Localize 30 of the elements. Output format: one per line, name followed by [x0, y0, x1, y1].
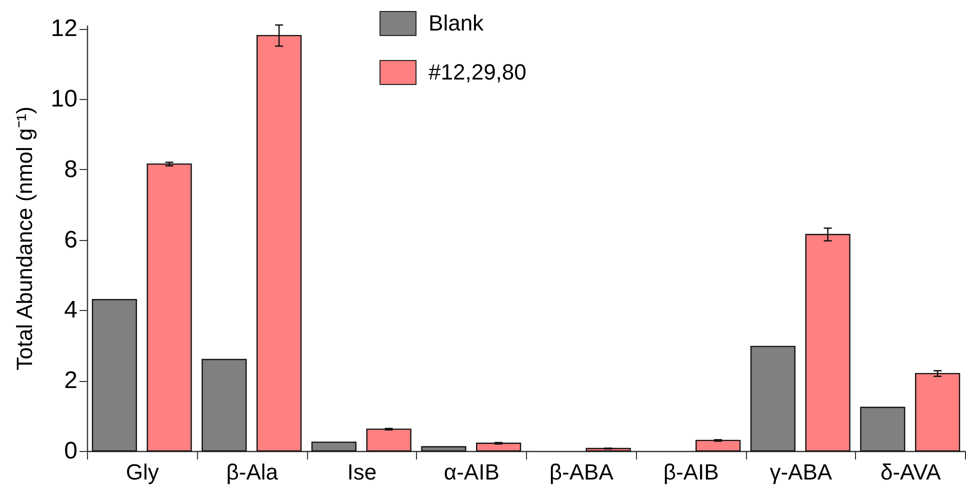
y-tick-label: 4 [64, 296, 78, 324]
bar [586, 448, 631, 452]
y-tick-label: 2 [64, 367, 78, 394]
legend-label: #12,29,80 [428, 60, 526, 84]
bar [860, 406, 906, 452]
x-tick-label: β-AIB [663, 460, 719, 484]
x-tick-label: γ-ABA [770, 460, 832, 484]
x-tick-label: δ-AVA [880, 460, 942, 484]
bar [311, 442, 356, 452]
bar [146, 163, 192, 452]
bar [915, 372, 960, 452]
bar [750, 346, 796, 452]
y-tick-label: 8 [64, 156, 78, 183]
y-axis-title: Total Abundance (nmol g⁻¹) [12, 106, 37, 370]
bar [202, 358, 247, 452]
x-tick-label: β-Ala [226, 460, 279, 484]
bar [421, 446, 466, 452]
y-tick-label: 10 [50, 85, 78, 112]
bar [366, 428, 412, 452]
x-tick-label: β-ABA [549, 460, 614, 484]
bar [476, 442, 522, 452]
bar [92, 299, 137, 452]
x-tick-label: Ise [347, 460, 377, 484]
y-tick-label: 6 [64, 226, 78, 254]
x-tick-label: α-AIB [444, 460, 500, 484]
y-tick-label: 0 [64, 438, 78, 464]
x-tick-label: Gly [126, 460, 159, 484]
legend-label: Blank [428, 10, 485, 36]
y-tick-label: 12 [50, 15, 78, 42]
bar [696, 440, 741, 452]
